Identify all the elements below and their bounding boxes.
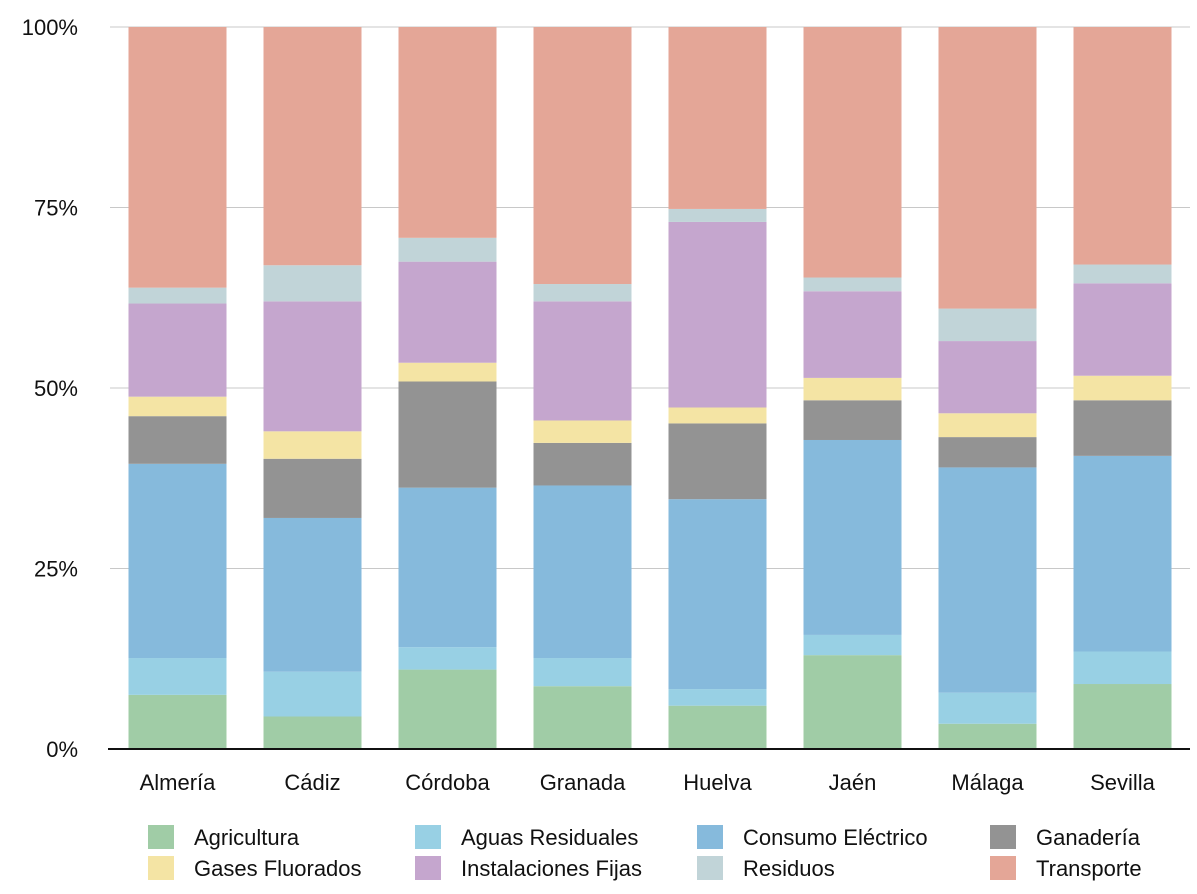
bar-segment: [668, 27, 767, 209]
bar-segment: [1073, 455, 1172, 652]
bar-segment: [263, 431, 362, 459]
legend-label: Aguas Residuales: [461, 825, 638, 850]
bar-segment: [128, 416, 227, 464]
bar-segment: [1073, 400, 1172, 456]
bar-segment: [128, 658, 227, 695]
legend-swatch: [415, 856, 441, 880]
legend-swatch: [990, 825, 1016, 849]
bar-segment: [938, 341, 1037, 414]
bar-segment: [533, 686, 632, 749]
legend-label: Transporte: [1036, 856, 1142, 881]
bar-segment: [533, 420, 632, 443]
bar-segment: [398, 362, 497, 382]
bar-segment: [668, 407, 767, 424]
bar-segment: [128, 396, 227, 417]
bar-segment: [128, 287, 227, 304]
legend-swatch: [148, 825, 174, 849]
bar-segment: [398, 237, 497, 262]
bar-segment: [938, 723, 1037, 749]
legend-label: Ganadería: [1036, 825, 1141, 850]
legend-label: Residuos: [743, 856, 835, 881]
x-category-label: Málaga: [951, 770, 1024, 795]
bar-segment: [533, 485, 632, 659]
bar-segment: [263, 458, 362, 518]
bar-segment: [263, 517, 362, 672]
bar-segment: [803, 400, 902, 440]
bar-segment: [128, 463, 227, 659]
y-tick-label: 25%: [34, 557, 78, 582]
bar-segment: [263, 301, 362, 432]
bar-segment: [1073, 283, 1172, 376]
bar-segment: [938, 27, 1037, 309]
legend-swatch: [697, 825, 723, 849]
bar-segment: [938, 413, 1037, 438]
y-tick-label: 100%: [22, 15, 78, 40]
bar-segment: [263, 27, 362, 266]
legend-label: Instalaciones Fijas: [461, 856, 642, 881]
y-tick-label: 0%: [46, 737, 78, 762]
bar-segment: [938, 467, 1037, 693]
bar-segment: [128, 694, 227, 749]
bar-segment: [938, 692, 1037, 724]
bar-segment: [668, 705, 767, 749]
bar-segment: [128, 303, 227, 397]
bar-segment: [533, 442, 632, 486]
x-category-label: Sevilla: [1090, 770, 1156, 795]
legend-swatch: [415, 825, 441, 849]
bar-segment: [1073, 27, 1172, 265]
bar-segment: [263, 716, 362, 749]
y-tick-label: 50%: [34, 376, 78, 401]
bar-segment: [533, 27, 632, 285]
bar-segment: [398, 381, 497, 488]
bar-segment: [263, 671, 362, 717]
bar-segment: [128, 27, 227, 288]
x-category-label: Jaén: [829, 770, 877, 795]
bar-segment: [803, 277, 902, 292]
bar-segment: [263, 265, 362, 302]
x-category-label: Almería: [140, 770, 217, 795]
bar-segment: [533, 658, 632, 687]
bar-segment: [398, 669, 497, 749]
bar-segment: [1073, 264, 1172, 284]
legend-label: Gases Fluorados: [194, 856, 362, 881]
legend-swatch: [697, 856, 723, 880]
bar-segment: [1073, 375, 1172, 401]
bar-segment: [938, 437, 1037, 468]
x-category-label: Huelva: [683, 770, 752, 795]
bar-segment: [533, 284, 632, 302]
legend-label: Consumo Eléctrico: [743, 825, 928, 850]
legend-label: Agricultura: [194, 825, 300, 850]
bar-segment: [398, 487, 497, 648]
bar-segment: [398, 27, 497, 238]
x-category-label: Cádiz: [284, 770, 340, 795]
legend-swatch: [148, 856, 174, 880]
bar-segment: [803, 439, 902, 635]
legend-swatch: [990, 856, 1016, 880]
bar-segment: [533, 301, 632, 421]
bar-segment: [803, 377, 902, 401]
bar-segment: [803, 27, 902, 278]
bar-segment: [1073, 684, 1172, 749]
bar-segment: [398, 261, 497, 363]
bar-segment: [668, 221, 767, 408]
bar-segment: [668, 499, 767, 690]
bar-segment: [1073, 651, 1172, 685]
y-tick-label: 75%: [34, 196, 78, 221]
bar-segment: [398, 647, 497, 670]
bar-segment: [668, 208, 767, 222]
x-category-label: Granada: [540, 770, 626, 795]
x-category-label: Córdoba: [405, 770, 490, 795]
bar-segment: [803, 291, 902, 378]
bar-segment: [938, 308, 1037, 342]
bar-segment: [668, 689, 767, 706]
bar-segment: [803, 655, 902, 749]
bar-segment: [668, 423, 767, 500]
bar-segment: [803, 634, 902, 656]
